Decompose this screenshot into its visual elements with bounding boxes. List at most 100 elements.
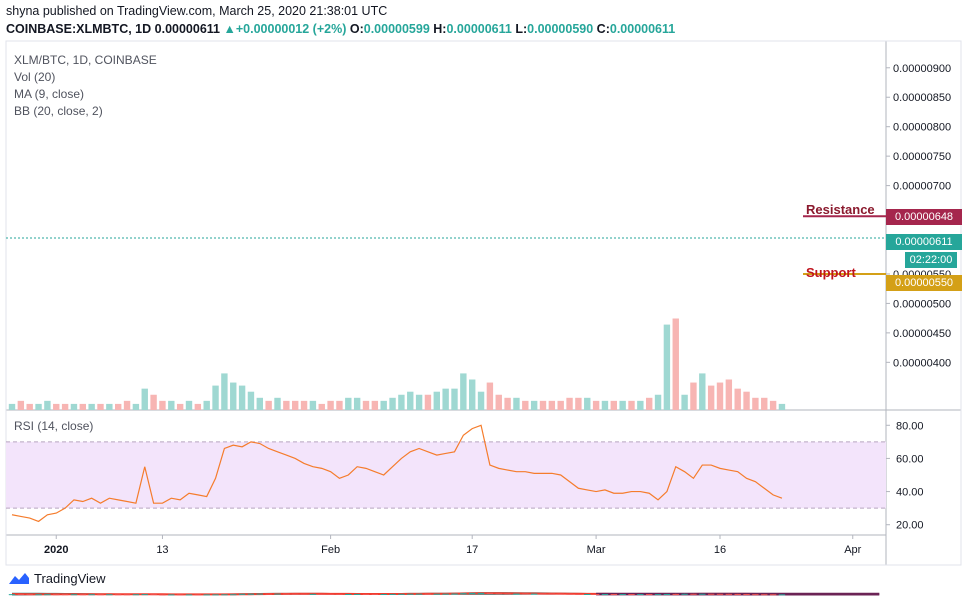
symbol-label[interactable]: COINBASE:XLMBTC, 1D (6, 22, 152, 36)
volume-bar (486, 382, 494, 410)
candle-body (150, 594, 157, 596)
legend-ma[interactable]: MA (9, close) (14, 87, 85, 101)
candle-body (725, 593, 733, 595)
price-tick-label: 0.00000700 (893, 181, 951, 193)
candle-body (407, 593, 414, 595)
volume-bar (539, 400, 547, 410)
candle-body (513, 593, 520, 595)
volume-bar (362, 400, 370, 410)
candle-body (460, 593, 467, 595)
volume-bar (672, 318, 679, 410)
volume-bar (212, 385, 219, 410)
volume-bar (628, 400, 635, 410)
candle-body (212, 594, 219, 596)
volume-bar (690, 382, 697, 410)
candle-body (557, 593, 564, 595)
volume-bar (707, 385, 715, 410)
price-tick-label: 0.00000750 (893, 151, 951, 163)
candle-body (97, 594, 104, 596)
candle-body (185, 594, 193, 596)
candle-body (707, 593, 715, 595)
candle-body (26, 594, 33, 596)
volume-bar (530, 400, 538, 410)
candle-body (168, 594, 175, 596)
candle-body (761, 594, 768, 596)
date-tick-label: Feb (321, 544, 340, 556)
volume-bar (345, 397, 352, 410)
legend-rsi[interactable]: RSI (14, close) (14, 419, 94, 433)
volume-bar (566, 397, 573, 410)
candle-body (654, 594, 662, 596)
volume-bar (415, 394, 423, 410)
volume-bar (646, 397, 653, 410)
price-tick-label: 0.00000900 (893, 63, 951, 75)
volume-bar (230, 382, 237, 410)
rsi-tick-label: 60.00 (896, 453, 924, 465)
volume-bar (601, 400, 609, 410)
candle-body (194, 594, 202, 596)
low-value: 0.00000590 (527, 22, 594, 36)
candle-body (79, 594, 86, 596)
volume-bar (522, 400, 529, 410)
candle-body (327, 593, 334, 595)
countdown-badge: 02:22:00 (905, 252, 957, 268)
candle-body (619, 594, 626, 596)
candle-body (415, 593, 423, 595)
volume-bar (168, 400, 175, 410)
candle-body (35, 594, 42, 596)
volume-bar (451, 388, 458, 410)
legend-bb[interactable]: BB (20, close, 2) (14, 104, 103, 118)
high-value: 0.00000611 (446, 22, 512, 36)
candle-body (238, 593, 246, 595)
price-tick-label: 0.00000400 (893, 357, 951, 369)
candle-body (477, 592, 485, 594)
candle-body (44, 594, 51, 596)
candle-body (389, 593, 396, 595)
volume-bar (557, 400, 564, 410)
candle-body (88, 594, 95, 596)
support-label: Support (806, 265, 856, 280)
volume-bar (743, 391, 750, 410)
tradingview-logo[interactable]: TradingView (8, 571, 106, 586)
legend-volume[interactable]: Vol (20) (14, 70, 56, 84)
candle-body (247, 593, 255, 595)
candle-body (265, 593, 272, 595)
candle-body (70, 594, 78, 596)
volume-bar (699, 373, 706, 410)
candle-body (592, 593, 600, 595)
volume-bar (97, 403, 104, 410)
volume-bar (61, 403, 69, 410)
rsi-tick-label: 80.00 (896, 420, 924, 432)
volume-bar (495, 394, 502, 410)
candle-body (681, 593, 688, 595)
close-label: C: (596, 22, 610, 36)
volume-bar (371, 400, 379, 410)
volume-bar (778, 403, 786, 410)
ohlc-line: COINBASE:XLMBTC, 1D 0.00000611 ▲+0.00000… (6, 22, 675, 36)
candle-body (230, 594, 237, 596)
brand-name: TradingView (34, 571, 106, 586)
candle-body (53, 594, 60, 596)
volume-bar (265, 400, 272, 410)
date-tick-label: 13 (156, 544, 168, 556)
volume-bar (88, 403, 95, 410)
volume-bar (221, 373, 228, 410)
volume-bar (663, 324, 671, 410)
candle-body (699, 593, 706, 595)
volume-bar (292, 400, 299, 410)
candle-body (778, 594, 786, 596)
candle-body (318, 593, 325, 595)
published-line: shyna published on TradingView.com, Marc… (6, 4, 388, 18)
volume-bar (132, 403, 140, 410)
date-tick-label: 17 (466, 544, 478, 556)
volume-bar (504, 397, 511, 410)
candle-body (106, 594, 113, 596)
candle-body (371, 594, 379, 596)
date-tick-label: 2020 (44, 544, 68, 556)
tradingview-icon (9, 572, 29, 584)
candle-body (8, 594, 16, 596)
candle-body (141, 594, 148, 596)
candle-body (504, 593, 511, 595)
volume-bar (637, 400, 644, 410)
